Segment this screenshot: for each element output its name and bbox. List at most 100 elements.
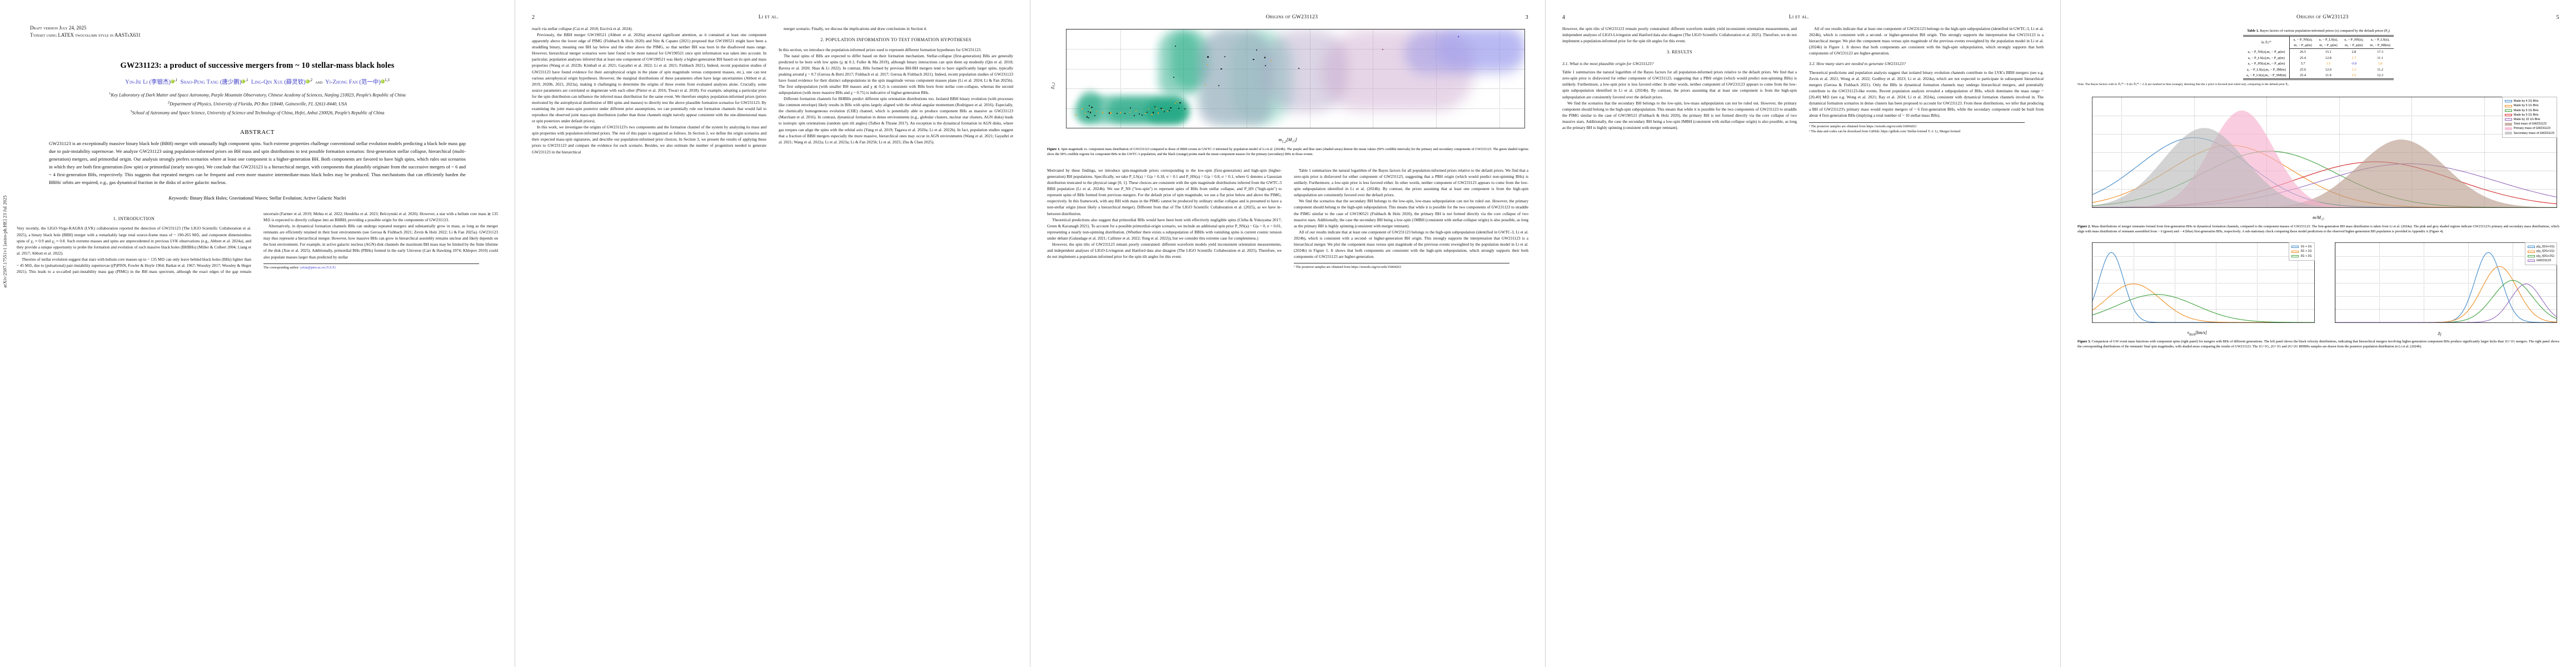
running-head: 4 Li et al. [1562, 14, 2044, 22]
data-point [1207, 63, 1209, 65]
orcid-icon[interactable] [380, 79, 385, 83]
gridline-horizontal [2092, 269, 2314, 322]
legend-item: p(χ_f|1G+1G) [2527, 245, 2554, 249]
legend-swatch [2504, 113, 2512, 116]
paragraph: In this section, we introduce the popula… [779, 47, 981, 52]
figure-3-caption: Figure 3. Comparison of GW event mass fu… [2077, 340, 2559, 350]
table-cell: -0.8 [2351, 62, 2357, 66]
data-point [1167, 110, 1168, 112]
paragraph: Alternatively, in dynamical formation ch… [263, 223, 498, 260]
gridline-horizontal [2092, 116, 2557, 207]
page-1: arXiv:2507.17551v1 [astro-ph.HE] 23 Jul … [0, 0, 515, 667]
legend-label: GW231123 [2536, 258, 2552, 262]
paragraph: Theories of stellar evolution suggest th… [17, 211, 498, 274]
table-col-header-2: m₁ ~ P_φ(m) [2289, 42, 2316, 49]
contour-region [1265, 29, 1348, 112]
contour-region [1404, 29, 1524, 74]
table-row: a₂ ~ P_LS(a),m₂ ~ P_φ(m) 25.4 12.8 1.7 11.1 [2243, 54, 2394, 61]
data-point [1155, 107, 1158, 109]
data-point [1253, 58, 1254, 61]
table-1-note: Note: The Bayes factors with ln ℬₓᴾ⁰ < 0… [2077, 83, 2289, 87]
distribution-curves [2092, 252, 2314, 323]
legend-swatch [2291, 246, 2299, 248]
table-1-caption-label: Table 1. [2247, 29, 2259, 33]
gridline-horizontal [2335, 296, 2557, 323]
affiliation-3-text: School of Astronomy and Space Science, U… [132, 111, 385, 116]
author-1: Yin-Jie Li (李银杰) [125, 79, 171, 86]
legend-label: Made by 6 1G BHs [2513, 108, 2539, 112]
affiliation-1: 1Key Laboratory of Dark Matter and Space… [109, 92, 406, 98]
figure-1-caption-text: Spin magnitude vs. component mass distri… [1047, 147, 1528, 156]
data-point [1116, 112, 1118, 114]
data-point [1144, 113, 1147, 115]
running-title: Origins of GW231123 [1265, 14, 1318, 20]
draft-version-block: Draft version July 24, 2025 Typeset usin… [30, 24, 498, 39]
affiliation-2: 2Department of Physics, University of Fl… [167, 101, 347, 107]
table-cell: 11.2 [2377, 67, 2383, 72]
contour-region [1322, 29, 1474, 111]
figure-3-right-legend: p(χ_f|1G+1G) p(χ_f|2G+1G) p(χ_f|2G+2G) GW23… [2524, 242, 2557, 266]
step-distribution [2335, 280, 2557, 323]
gridline-horizontal [1067, 49, 1524, 128]
data-point [1179, 102, 1181, 103]
legend-item: 2G + 1G [2291, 249, 2312, 253]
data-point [1173, 77, 1175, 78]
figure-1-plot: χ1,2 204060801001201400.00.20.40.60.81.0… [1047, 26, 1528, 145]
legend-item: p(χ_f|2G+2G) [2527, 254, 2554, 258]
data-point [1084, 113, 1087, 115]
orcid-icon[interactable] [241, 79, 246, 83]
figure-3-left-legend: 1G + 1G 2G + 1G 2G + 2G [2289, 242, 2315, 261]
data-point [1207, 56, 1209, 58]
contour-region [1436, 29, 1524, 67]
legend-swatch [2291, 255, 2299, 257]
author-conjunction: and [315, 79, 323, 85]
paragraph: All of our results indicate that at leas… [1809, 26, 2044, 56]
data-point [1176, 101, 1178, 103]
gridline-vertical [1499, 29, 1500, 128]
orcid-icon[interactable] [305, 79, 310, 83]
table-col-header: a₁ ~ P_HS(a), [2344, 37, 2364, 42]
table-col-header-2: m₁ ~ P_IM(m) [2366, 42, 2394, 49]
table-1: Table 1. Bayes factors of various popula… [2077, 29, 2559, 87]
contour-region [1195, 29, 1294, 126]
legend-swatch [2527, 250, 2535, 253]
abstract-heading: ABSTRACT [240, 129, 275, 136]
legend-swatch [2291, 250, 2299, 253]
author-2: Shao-Peng Tang (唐少鹏) [180, 79, 242, 86]
orcid-icon[interactable] [170, 79, 175, 83]
table-cell: 25.4 [2289, 54, 2316, 61]
table-row: a₂ ~ P_NS(a),m₂ ~ P_φ(m) 26.5 15.1 2.8 17.3 [2243, 48, 2394, 55]
figure-3-right-xlabel: χf [2438, 330, 2442, 337]
page3-body: Motivated by these findings, we introduc… [1047, 167, 1528, 667]
data-point [1108, 112, 1110, 114]
legend-label: Made by 4 1G BHs [2513, 99, 2539, 103]
legend-swatch [2504, 127, 2512, 131]
legend-swatch [2504, 104, 2512, 107]
gridline-horizontal [2092, 189, 2557, 207]
gridline-horizontal [2335, 309, 2557, 322]
data-point [1224, 56, 1226, 57]
gridline-vertical [1309, 29, 1311, 128]
legend-swatch [2527, 255, 2535, 257]
gridline-horizontal [2092, 256, 2314, 322]
table-col-header-2: m₁ ~ P_φ(m) [2315, 42, 2341, 49]
table-row-label: a₂ ~ P_NS(a),m₂ ~ P_φ(m) [2248, 49, 2285, 54]
paragraph: Motivated by these findings, we introduc… [1047, 167, 1282, 216]
contour-region [1170, 29, 1209, 89]
paragraph: Previously, the BBH merger GW190521 (Abb… [532, 32, 766, 124]
paragraph: Theoretical predictions also suggest tha… [1047, 217, 1282, 241]
figure-3-left-axes: 05001000150020002500 [2092, 242, 2315, 323]
section-3-heading: 3. RESULTS [1667, 49, 1692, 55]
figure-2-caption: Figure 2. Mass distributions of merger r… [2077, 225, 2559, 235]
table-row: a₂ ~ P_HS(a),m₂ ~ P_φ(m) 5.7 1.5 -0.8 1.8 [2243, 61, 2394, 67]
step-distribution [2092, 252, 2314, 323]
distribution-curves [2335, 252, 2557, 323]
data-point [1157, 112, 1159, 114]
paragraph: However, the spin tilts of GW231123 rema… [1562, 26, 1797, 44]
figure-3-caption-label: Figure 3. [2077, 340, 2091, 344]
step-distribution [2092, 283, 2314, 323]
table-col-header: a₁ ~ P_LS(a), [2319, 37, 2338, 42]
gridline-horizontal [2092, 152, 2557, 207]
data-point [1264, 64, 1267, 66]
